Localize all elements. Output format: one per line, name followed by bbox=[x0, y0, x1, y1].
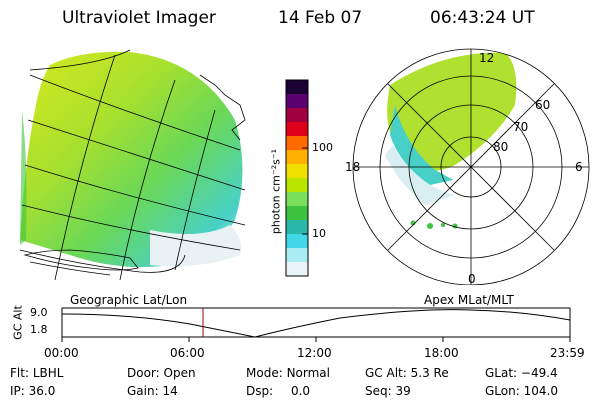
time-tick-1200: 12:00 bbox=[297, 346, 332, 360]
colorbar-swatch bbox=[286, 262, 308, 277]
colorbar-swatches bbox=[286, 80, 308, 277]
info-flt: Flt: LBHL bbox=[10, 366, 64, 380]
time-tick-0600: 06:00 bbox=[170, 346, 205, 360]
colorbar-swatch bbox=[286, 150, 308, 165]
gc-altitude-plot bbox=[61, 307, 571, 342]
mlt-label-6: 6 bbox=[575, 160, 583, 174]
colorbar-swatch bbox=[286, 122, 308, 137]
colorbar-swatch bbox=[286, 192, 308, 207]
colorbar bbox=[285, 79, 309, 277]
time-label: 06:43:24 UT bbox=[430, 8, 535, 28]
earth-disk bbox=[20, 51, 243, 268]
alt-tick-9: 9.0 bbox=[30, 306, 48, 319]
colorbar-swatch bbox=[286, 234, 308, 249]
time-tick-2359: 23:59 bbox=[550, 346, 585, 360]
alt-axis-label: GC Alt bbox=[11, 305, 25, 340]
colorbar-tick-10: 10 bbox=[312, 227, 326, 240]
info-door: Door: Open bbox=[127, 366, 196, 380]
colorbar-swatch bbox=[286, 206, 308, 221]
altitude-curve bbox=[61, 309, 571, 338]
time-tick-1800: 18:00 bbox=[424, 346, 459, 360]
info-glat: GLat: −49.4 bbox=[485, 366, 558, 380]
mlt-label-12: 12 bbox=[479, 51, 494, 65]
instrument-title: Ultraviolet Imager bbox=[62, 8, 216, 28]
info-gc-alt: GC Alt: 5.3 Re bbox=[365, 366, 449, 380]
mlat-label-70: 70 bbox=[513, 120, 528, 134]
info-ip: IP: 36.0 bbox=[10, 384, 56, 398]
colorbar-unit-label: photon cm⁻²s⁻¹ bbox=[269, 148, 283, 235]
coastlines bbox=[23, 74, 246, 276]
mlat-label-60: 60 bbox=[535, 98, 550, 112]
info-seq: Seq: 39 bbox=[365, 384, 411, 398]
alt-tick-1-8: 1.8 bbox=[30, 323, 48, 336]
geographic-image bbox=[19, 49, 246, 281]
colorbar-swatch bbox=[286, 164, 308, 179]
info-gain: Gain: 14 bbox=[127, 384, 178, 398]
alt-plot-left-title: Geographic Lat/Lon bbox=[70, 293, 188, 307]
colorbar-tick-100: 100 bbox=[312, 141, 333, 154]
colorbar-swatch bbox=[286, 248, 308, 263]
lat-lon-grid bbox=[19, 49, 246, 281]
colorbar-swatch bbox=[286, 80, 308, 95]
mlt-label-18: 18 bbox=[345, 160, 360, 174]
info-mode: Mode: Normal bbox=[246, 366, 330, 380]
info-dsp: Dsp: 0.0 bbox=[246, 384, 311, 398]
polar-grid bbox=[352, 48, 590, 285]
mlt-label-0: 0 bbox=[468, 272, 476, 285]
alt-plot-right-title: Apex MLat/MLT bbox=[424, 293, 514, 307]
colorbar-swatch bbox=[286, 220, 308, 235]
mlat-label-80: 80 bbox=[493, 140, 508, 154]
colorbar-swatch bbox=[286, 108, 308, 123]
polar-plot: 12 18 6 0 60 70 80 bbox=[345, 48, 590, 285]
date-label: 14 Feb 07 bbox=[278, 8, 363, 28]
time-tick-0000: 00:00 bbox=[44, 346, 79, 360]
colorbar-swatch bbox=[286, 94, 308, 109]
info-glon: GLon: 104.0 bbox=[485, 384, 558, 398]
colorbar-swatch bbox=[286, 178, 308, 193]
polar-aurora bbox=[385, 52, 517, 229]
colorbar-swatch bbox=[286, 136, 308, 151]
